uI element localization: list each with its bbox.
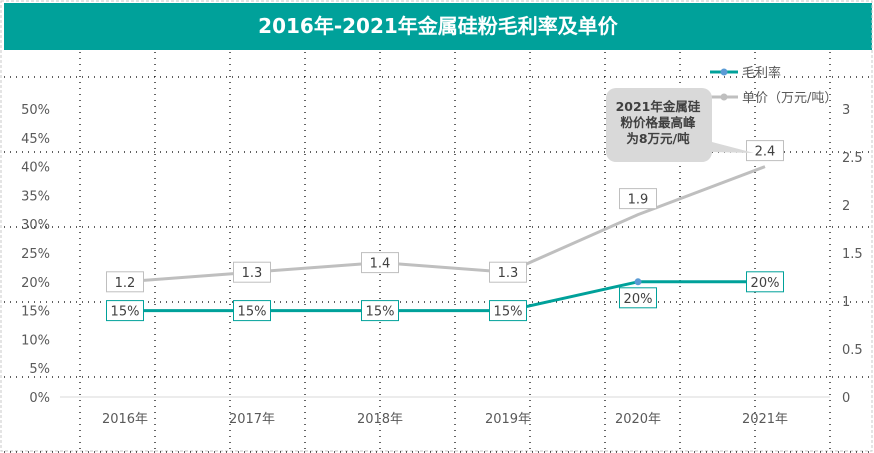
data-label: 20% — [746, 271, 784, 293]
data-label-text: 1.4 — [370, 257, 391, 272]
data-label-box — [233, 300, 271, 322]
x-axis-tick-label: 2018年 — [357, 412, 403, 427]
left-axis-tick-label: 45% — [21, 132, 50, 147]
annotation-text: 粉价格最高峰 — [620, 115, 696, 130]
data-label-box — [746, 271, 784, 293]
annotation-text: 2021年金属硅 — [616, 99, 701, 114]
annotation-bubble — [606, 88, 754, 162]
data-label-text: 15% — [111, 305, 140, 320]
x-axis-tick-label: 2016年 — [102, 412, 148, 427]
data-label-box — [489, 300, 527, 322]
data-label: 15% — [361, 300, 399, 322]
x-axis-tick-label: 2019年 — [485, 412, 531, 427]
right-axis-tick-label: 1.5 — [842, 247, 863, 262]
x-axis-tick-label: 2020年 — [615, 412, 661, 427]
data-label-text: 1.3 — [242, 266, 263, 281]
data-label-box — [106, 300, 144, 322]
left-axis-tick-label: 35% — [21, 189, 50, 204]
legend-label-price: 单价（万元/吨） — [742, 91, 837, 106]
legend-marker-price — [720, 93, 728, 101]
data-point-marker — [634, 278, 642, 286]
data-label: 1.3 — [489, 261, 527, 283]
data-label-text: 2.4 — [755, 145, 776, 160]
series-line-price — [124, 165, 766, 284]
left-axis-tick-label: 25% — [21, 247, 50, 262]
data-label-box — [619, 188, 657, 210]
data-label-box — [746, 140, 784, 162]
annotation-text: 为8万元/吨 — [626, 131, 690, 146]
right-axis-tick-label: 2 — [842, 199, 850, 214]
data-label: 1.4 — [361, 252, 399, 274]
data-label-box — [489, 261, 527, 283]
data-label-text: 15% — [366, 305, 395, 320]
data-label: 15% — [106, 300, 144, 322]
left-axis-tick-label: 10% — [21, 333, 50, 348]
data-label: 20% — [619, 287, 657, 309]
data-label: 15% — [233, 300, 271, 322]
data-label-text: 20% — [624, 292, 653, 307]
data-label-box — [361, 300, 399, 322]
right-axis-tick-label: 2.5 — [842, 151, 863, 166]
legend-label-margin: 毛利率 — [742, 65, 781, 81]
left-axis-tick-label: 0% — [29, 391, 50, 406]
left-axis-tick-label: 5% — [29, 362, 50, 377]
left-axis-tick-label: 40% — [21, 161, 50, 176]
left-axis-tick-label: 20% — [21, 276, 50, 291]
data-label-text: 15% — [238, 305, 267, 320]
data-label: 1.9 — [619, 188, 657, 210]
data-label-box — [619, 287, 657, 309]
series-line-margin — [125, 280, 765, 313]
data-label-text: 1.2 — [115, 276, 136, 291]
chart-title: 2016年-2021年金属硅粉毛利率及单价 — [4, 3, 872, 50]
data-label-text: 1.3 — [498, 266, 519, 281]
data-label-box — [106, 271, 144, 293]
left-axis-tick-label: 15% — [21, 305, 50, 320]
right-axis-tick-label: 0.5 — [842, 343, 863, 358]
data-label: 15% — [489, 300, 527, 322]
x-axis-tick-label: 2017年 — [229, 412, 275, 427]
data-label-text: 20% — [751, 276, 780, 291]
legend-marker-margin — [720, 68, 728, 76]
data-label: 1.3 — [233, 261, 271, 283]
left-axis-tick-label: 30% — [21, 218, 50, 233]
right-axis-tick-label: 3 — [842, 103, 850, 118]
x-axis-tick-label: 2021年 — [742, 412, 788, 427]
right-axis-tick-label: 0 — [842, 391, 850, 406]
data-label-text: 1.9 — [628, 193, 649, 208]
data-label-text: 15% — [494, 305, 523, 320]
right-axis-tick-label: 1 — [842, 295, 850, 310]
data-label-box — [233, 261, 271, 283]
data-label: 1.2 — [106, 271, 144, 293]
data-label-box — [361, 252, 399, 274]
left-axis-tick-label: 50% — [21, 103, 50, 118]
data-label: 2.4 — [746, 140, 784, 162]
